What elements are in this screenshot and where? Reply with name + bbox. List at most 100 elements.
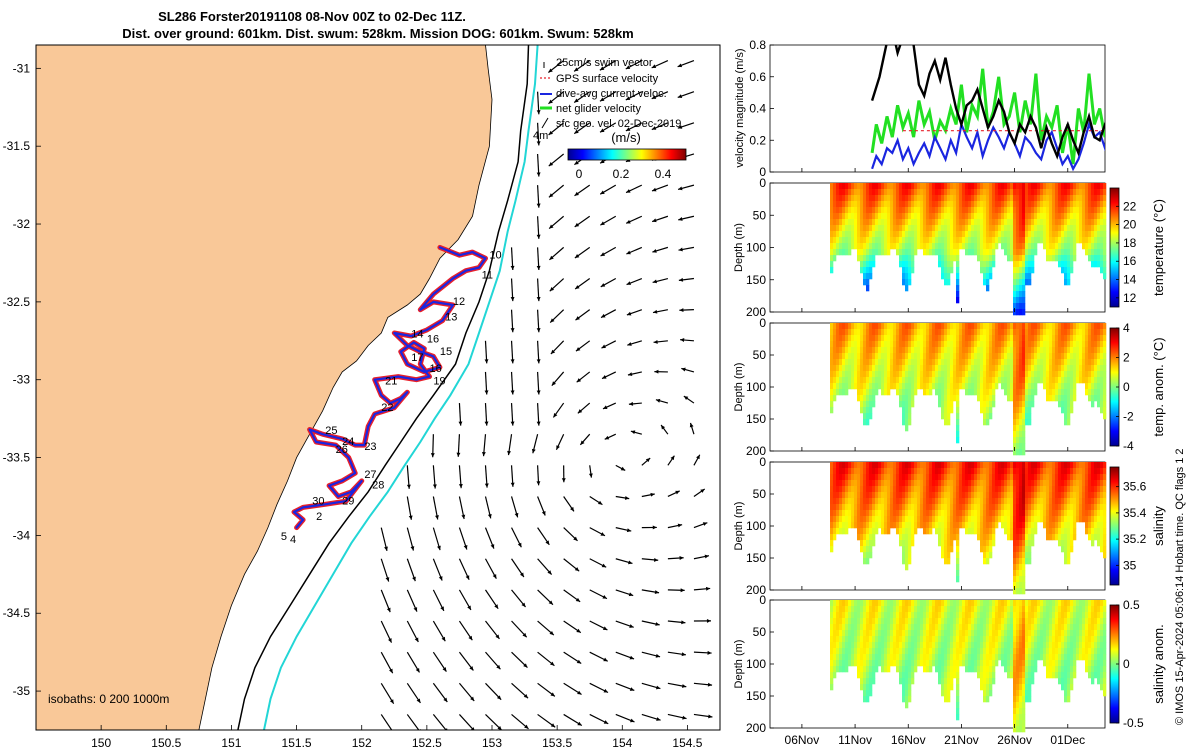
profile-cell bbox=[926, 189, 930, 196]
profile-cell bbox=[914, 195, 918, 202]
day-label: 25 bbox=[325, 425, 337, 437]
profile-cell bbox=[851, 492, 855, 499]
profile-cell bbox=[872, 213, 876, 220]
profile-cell bbox=[1067, 335, 1071, 342]
profile-cell bbox=[953, 480, 957, 487]
profile-cell bbox=[932, 636, 936, 643]
profile-cell bbox=[1013, 213, 1017, 220]
profile-cell bbox=[956, 564, 960, 571]
profile-cell bbox=[911, 618, 915, 625]
profile-cell bbox=[1094, 225, 1098, 232]
profile-cell bbox=[971, 335, 975, 342]
profile-cell bbox=[833, 213, 837, 220]
profile-cell bbox=[914, 347, 918, 354]
profile-cell bbox=[875, 365, 879, 372]
profile-cell bbox=[995, 347, 999, 354]
profile-cell bbox=[854, 207, 858, 214]
profile-cell bbox=[848, 648, 852, 655]
profile-cell bbox=[938, 654, 942, 661]
profile-cell bbox=[902, 612, 906, 619]
profile-cell bbox=[1049, 528, 1053, 535]
profile-cell bbox=[1037, 347, 1041, 354]
profile-cell bbox=[869, 195, 873, 202]
profile-cell bbox=[1064, 323, 1068, 330]
profile-cell bbox=[863, 401, 867, 408]
vector-head bbox=[536, 390, 541, 395]
profile-cell bbox=[983, 231, 987, 238]
profile-cell bbox=[1091, 323, 1095, 330]
profile-cell bbox=[905, 195, 909, 202]
profile-cell bbox=[1061, 407, 1065, 414]
profile-cell bbox=[995, 335, 999, 342]
profile-cell bbox=[872, 225, 876, 232]
profile-cell bbox=[950, 474, 954, 481]
profile-cell bbox=[995, 522, 999, 529]
profile-cell bbox=[1061, 540, 1065, 547]
profile-cell bbox=[1034, 498, 1038, 505]
profile-cell bbox=[1061, 341, 1065, 348]
profile-cell bbox=[989, 359, 993, 366]
vector-head bbox=[681, 684, 687, 688]
profile-cell bbox=[890, 347, 894, 354]
profile-cell bbox=[1007, 347, 1011, 354]
profile-cell bbox=[956, 183, 960, 190]
profile-cell bbox=[1022, 341, 1026, 348]
profile-cell bbox=[1064, 510, 1068, 517]
profile-cell bbox=[1016, 207, 1020, 214]
profile-cell bbox=[848, 195, 852, 202]
profile-cell bbox=[980, 534, 984, 541]
profile-cell bbox=[1031, 329, 1035, 336]
profile-cell bbox=[1085, 201, 1089, 208]
profile-cell bbox=[917, 642, 921, 649]
profile-cell bbox=[1076, 365, 1080, 372]
profile-cell bbox=[1088, 335, 1092, 342]
profile-cell bbox=[992, 353, 996, 360]
profile-cell bbox=[896, 195, 900, 202]
profile-cell bbox=[863, 552, 867, 559]
profile-cell bbox=[947, 371, 951, 378]
profile-cell bbox=[830, 474, 834, 481]
profile-cell bbox=[887, 237, 891, 244]
profile-cell bbox=[854, 654, 858, 661]
profile-cell bbox=[836, 341, 840, 348]
profile-cell bbox=[968, 323, 972, 330]
profile-cell bbox=[1013, 540, 1017, 547]
profile-cell bbox=[911, 642, 915, 649]
profile-cell bbox=[866, 207, 870, 214]
profile-cell bbox=[920, 486, 924, 493]
profile-cell bbox=[1013, 365, 1017, 372]
profile-cell bbox=[977, 353, 981, 360]
profile-cell bbox=[1103, 395, 1107, 402]
profile-cell bbox=[1052, 329, 1056, 336]
profile-cell bbox=[1019, 341, 1023, 348]
profile-cell bbox=[953, 395, 957, 402]
profile-cell bbox=[911, 225, 915, 232]
profile-cell bbox=[914, 383, 918, 390]
profile-cell bbox=[968, 480, 972, 487]
profile-cell bbox=[881, 359, 885, 366]
profile-cell bbox=[944, 335, 948, 342]
profile-cell bbox=[1016, 195, 1020, 202]
profile-cell bbox=[989, 273, 993, 280]
profile-cell bbox=[860, 528, 864, 535]
profile-cell bbox=[1070, 237, 1074, 244]
profile-cell bbox=[983, 335, 987, 342]
profile-cell bbox=[890, 183, 894, 190]
profile-cell bbox=[884, 636, 888, 643]
profile-cell bbox=[902, 642, 906, 649]
profile-cell bbox=[953, 353, 957, 360]
profile-cell bbox=[956, 714, 960, 721]
profile-cell bbox=[854, 183, 858, 190]
profile-cell bbox=[872, 401, 876, 408]
profile-cell bbox=[911, 377, 915, 384]
profile-cell bbox=[911, 219, 915, 226]
profile-cell bbox=[1019, 231, 1023, 238]
profile-cell bbox=[896, 231, 900, 238]
profile-cell bbox=[1064, 219, 1068, 226]
profile-cell bbox=[902, 341, 906, 348]
profile-cell bbox=[857, 528, 861, 535]
vector-head bbox=[536, 203, 541, 208]
profile-cell bbox=[1052, 395, 1056, 402]
profile-cell bbox=[1067, 213, 1071, 220]
profile-cell bbox=[908, 492, 912, 499]
